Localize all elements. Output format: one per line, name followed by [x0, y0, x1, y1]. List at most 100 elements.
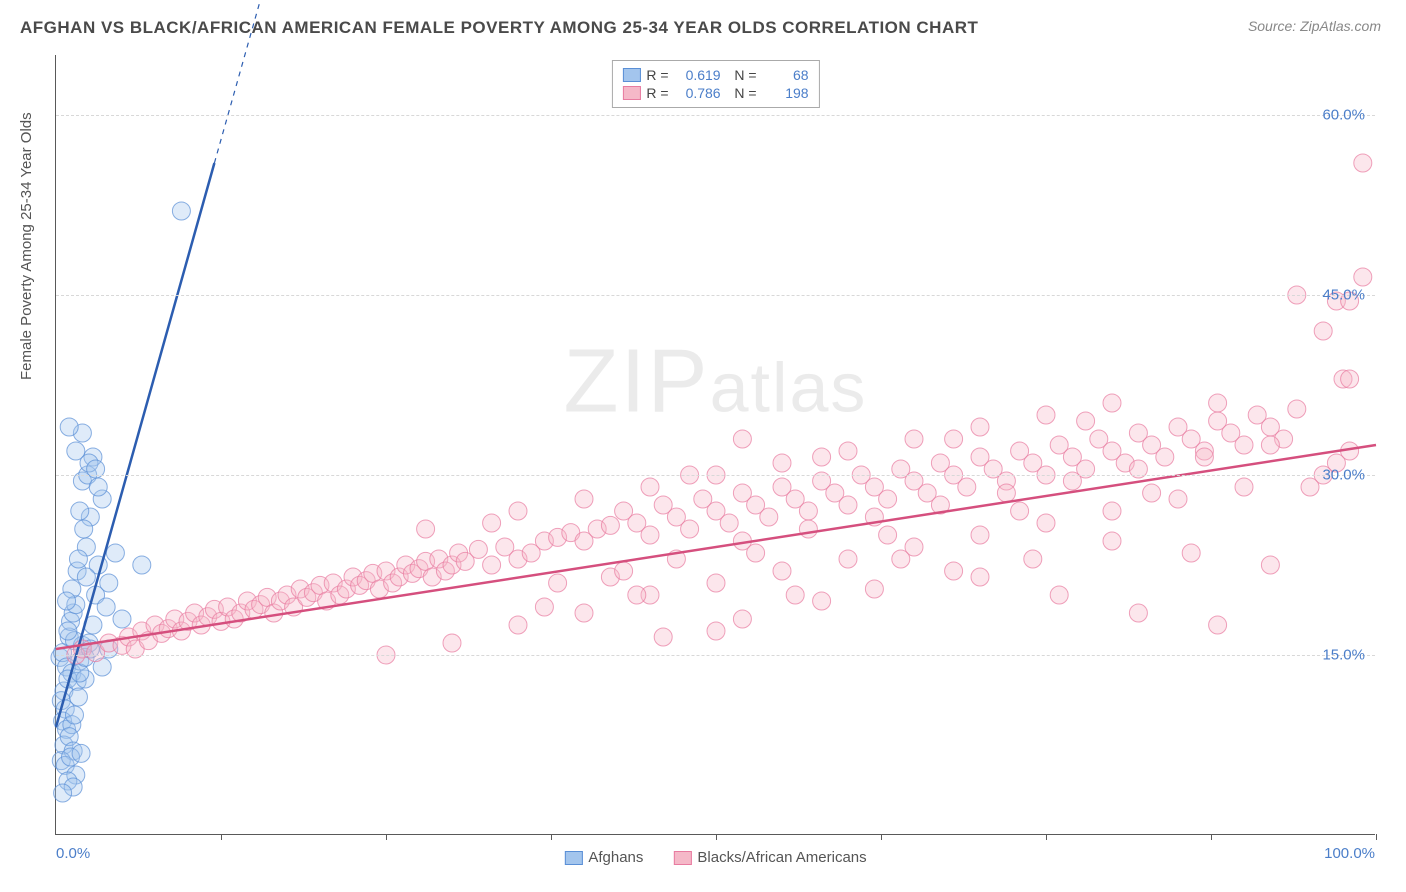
legend-r-value-1: 0.786: [675, 85, 721, 101]
scatter-point: [469, 540, 487, 558]
legend-r-value-0: 0.619: [675, 67, 721, 83]
scatter-point: [1103, 394, 1121, 412]
scatter-point: [905, 430, 923, 448]
legend-label-1: Blacks/African Americans: [697, 849, 866, 866]
scatter-point: [58, 592, 76, 610]
x-tick-label: 0.0%: [56, 845, 90, 862]
scatter-point: [1301, 478, 1319, 496]
scatter-point: [1314, 322, 1332, 340]
scatter-point: [1103, 502, 1121, 520]
scatter-point: [443, 634, 461, 652]
scatter-point: [1235, 436, 1253, 454]
scatter-point: [1354, 154, 1372, 172]
scatter-point: [72, 744, 90, 762]
scatter-point: [1024, 550, 1042, 568]
scatter-point: [54, 784, 72, 802]
scatter-svg: [56, 55, 1375, 834]
scatter-point: [1209, 394, 1227, 412]
scatter-point: [59, 622, 77, 640]
scatter-point: [1037, 406, 1055, 424]
scatter-point: [1169, 490, 1187, 508]
scatter-point: [1077, 412, 1095, 430]
scatter-point: [799, 520, 817, 538]
scatter-point: [1288, 400, 1306, 418]
scatter-point: [892, 550, 910, 568]
scatter-point: [106, 544, 124, 562]
y-tick-label: 15.0%: [1322, 647, 1365, 664]
scatter-point: [839, 442, 857, 460]
scatter-point: [1143, 484, 1161, 502]
source-label: Source: ZipAtlas.com: [1248, 18, 1381, 34]
scatter-point: [69, 688, 87, 706]
scatter-point: [945, 430, 963, 448]
scatter-point: [720, 514, 738, 532]
scatter-point: [483, 514, 501, 532]
scatter-point: [1261, 556, 1279, 574]
scatter-point: [1195, 448, 1213, 466]
scatter-point: [813, 448, 831, 466]
scatter-point: [113, 610, 131, 628]
scatter-point: [786, 586, 804, 604]
scatter-point: [615, 562, 633, 580]
scatter-point: [760, 508, 778, 526]
scatter-point: [1103, 532, 1121, 550]
scatter-point: [681, 520, 699, 538]
scatter-point: [60, 418, 78, 436]
scatter-point: [509, 502, 527, 520]
scatter-point: [1011, 502, 1029, 520]
legend-row-1: R = 0.786 N = 198: [622, 85, 808, 101]
scatter-point: [773, 454, 791, 472]
scatter-point: [865, 580, 883, 598]
scatter-point: [879, 526, 897, 544]
legend-label-0: Afghans: [588, 849, 643, 866]
legend-r-label: R =: [646, 85, 668, 101]
legend-r-label: R =: [646, 67, 668, 83]
scatter-point: [1037, 514, 1055, 532]
gridline: [56, 295, 1375, 296]
x-tick: [551, 834, 552, 840]
y-axis-label: Female Poverty Among 25-34 Year Olds: [18, 112, 35, 380]
scatter-point: [1209, 616, 1227, 634]
y-tick-label: 45.0%: [1322, 287, 1365, 304]
scatter-point: [575, 490, 593, 508]
scatter-point: [417, 520, 435, 538]
scatter-point: [813, 592, 831, 610]
legend-n-label: N =: [727, 67, 757, 83]
legend-correlation: R = 0.619 N = 68 R = 0.786 N = 198: [611, 60, 819, 108]
chart-title: AFGHAN VS BLACK/AFRICAN AMERICAN FEMALE …: [20, 18, 978, 38]
legend-n-value-0: 68: [763, 67, 809, 83]
scatter-point: [707, 574, 725, 592]
scatter-point: [69, 550, 87, 568]
legend-item-0: Afghans: [564, 849, 643, 866]
scatter-point: [733, 610, 751, 628]
scatter-point: [799, 502, 817, 520]
scatter-point: [1235, 478, 1253, 496]
x-tick: [716, 834, 717, 840]
scatter-point: [172, 202, 190, 220]
scatter-point: [997, 484, 1015, 502]
legend-n-value-1: 198: [763, 85, 809, 101]
scatter-point: [971, 568, 989, 586]
x-tick-label: 100.0%: [1324, 845, 1375, 862]
scatter-point: [535, 598, 553, 616]
scatter-point: [549, 574, 567, 592]
x-tick: [221, 834, 222, 840]
scatter-point: [601, 516, 619, 534]
gridline: [56, 655, 1375, 656]
scatter-point: [71, 502, 89, 520]
scatter-point: [747, 544, 765, 562]
scatter-point: [1129, 604, 1147, 622]
scatter-point: [1261, 436, 1279, 454]
scatter-point: [77, 568, 95, 586]
legend-swatch-1: [673, 851, 691, 865]
x-tick: [1046, 834, 1047, 840]
scatter-point: [641, 478, 659, 496]
scatter-point: [1156, 448, 1174, 466]
legend-series: Afghans Blacks/African Americans: [564, 849, 866, 866]
legend-swatch-0: [564, 851, 582, 865]
plot-area: ZIPatlas R = 0.619 N = 68 R = 0.786 N = …: [55, 55, 1375, 835]
scatter-point: [971, 418, 989, 436]
x-tick: [386, 834, 387, 840]
scatter-point: [1050, 586, 1068, 604]
scatter-point: [483, 556, 501, 574]
